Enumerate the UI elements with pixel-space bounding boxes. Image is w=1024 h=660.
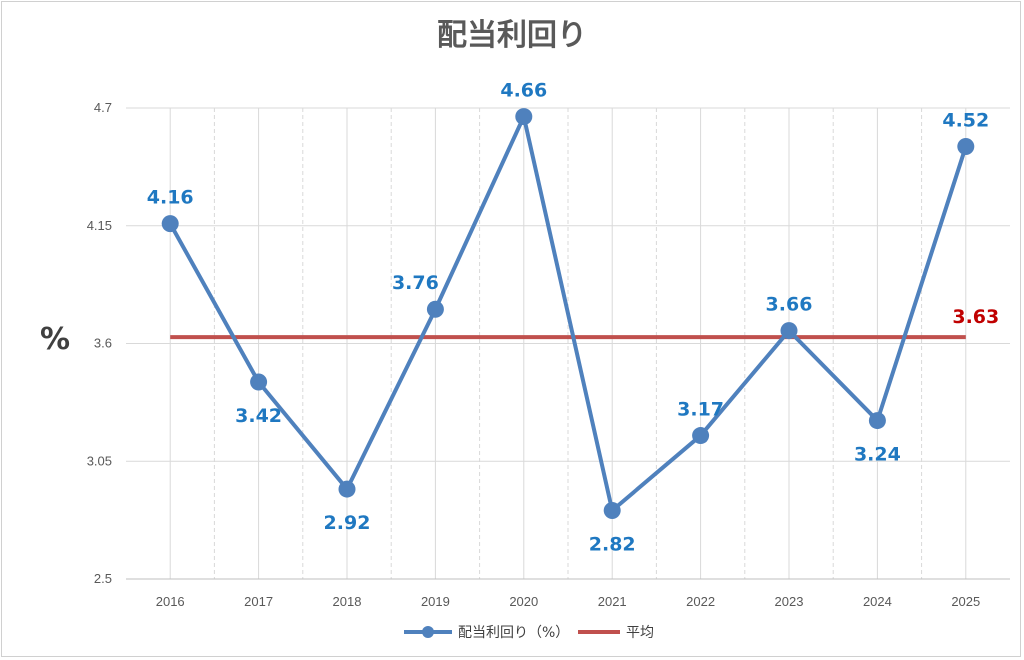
- y-tick-label: 3.05: [87, 453, 112, 468]
- series-data-label: 2.92: [324, 512, 371, 534]
- x-tick-label: 2023: [775, 594, 804, 609]
- series-data-label: 2.82: [589, 533, 636, 555]
- x-tick-label: 2016: [156, 594, 185, 609]
- series-data-label: 4.66: [500, 80, 547, 102]
- series-line: [168, 114, 968, 513]
- series-data-label: 3.76: [392, 272, 439, 294]
- legend-series-label: 配当利回り（%）: [458, 625, 569, 641]
- series-data-label: 3.66: [766, 294, 813, 316]
- y-axis-label: %: [40, 322, 71, 357]
- data-point: [603, 501, 621, 519]
- y-tick-label: 3.6: [94, 336, 112, 351]
- series-data-label: 4.16: [147, 187, 194, 209]
- x-tick-label: 2019: [421, 594, 450, 609]
- series-data-label: 4.52: [942, 110, 989, 132]
- x-tick-label: 2020: [509, 594, 538, 609]
- data-point: [426, 300, 444, 318]
- data-point: [780, 322, 798, 340]
- data-point: [692, 427, 710, 445]
- y-tick-label: 2.5: [94, 571, 112, 586]
- data-point: [338, 480, 356, 498]
- x-tick-label: 2017: [244, 594, 273, 609]
- x-tick-label: 2024: [863, 594, 892, 609]
- data-point: [868, 412, 886, 430]
- data-point: [515, 108, 533, 126]
- series-data-label: 3.24: [854, 444, 901, 466]
- data-point: [957, 138, 975, 156]
- data-point: [161, 215, 179, 233]
- series-data-label: 3.42: [235, 405, 282, 427]
- x-tick-label: 2022: [686, 594, 715, 609]
- legend-series-marker: [422, 626, 434, 638]
- x-tick-label: 2021: [598, 594, 627, 609]
- series-data-label: 3.17: [677, 399, 724, 421]
- x-tick-label: 2018: [333, 594, 362, 609]
- chart-title: 配当利回り: [437, 18, 587, 53]
- x-tick-label: 2025: [951, 594, 980, 609]
- data-point: [250, 373, 268, 391]
- legend-average-label: 平均: [626, 625, 654, 641]
- y-tick-label: 4.7: [94, 100, 112, 115]
- y-tick-label: 4.15: [87, 218, 112, 233]
- average-data-label: 3.63: [952, 306, 999, 328]
